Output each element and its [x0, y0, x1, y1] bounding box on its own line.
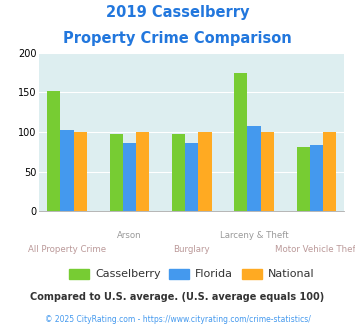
Bar [297, 147, 310, 211]
Legend: Casselberry, Florida, National: Casselberry, Florida, National [65, 264, 318, 284]
Text: Motor Vehicle Theft: Motor Vehicle Theft [274, 245, 355, 253]
Text: Compared to U.S. average. (U.S. average equals 100): Compared to U.S. average. (U.S. average … [31, 292, 324, 302]
Text: © 2025 CityRating.com - https://www.cityrating.com/crime-statistics/: © 2025 CityRating.com - https://www.city… [45, 315, 310, 324]
Text: Larceny & Theft: Larceny & Theft [220, 231, 288, 240]
Bar [136, 132, 149, 211]
Bar [123, 143, 136, 211]
Bar [60, 130, 73, 211]
Text: Property Crime Comparison: Property Crime Comparison [63, 31, 292, 46]
Bar [73, 132, 87, 211]
Text: Burglary: Burglary [173, 245, 210, 253]
Bar [47, 91, 60, 211]
Text: All Property Crime: All Property Crime [28, 245, 106, 253]
Text: Arson: Arson [117, 231, 142, 240]
Bar [323, 132, 336, 211]
Bar [109, 134, 123, 211]
Bar [198, 132, 212, 211]
Bar [310, 145, 323, 211]
Bar [261, 132, 274, 211]
Bar [247, 126, 261, 211]
Bar [185, 143, 198, 211]
Bar [234, 73, 247, 211]
Bar [172, 134, 185, 211]
Text: 2019 Casselberry: 2019 Casselberry [106, 5, 249, 20]
